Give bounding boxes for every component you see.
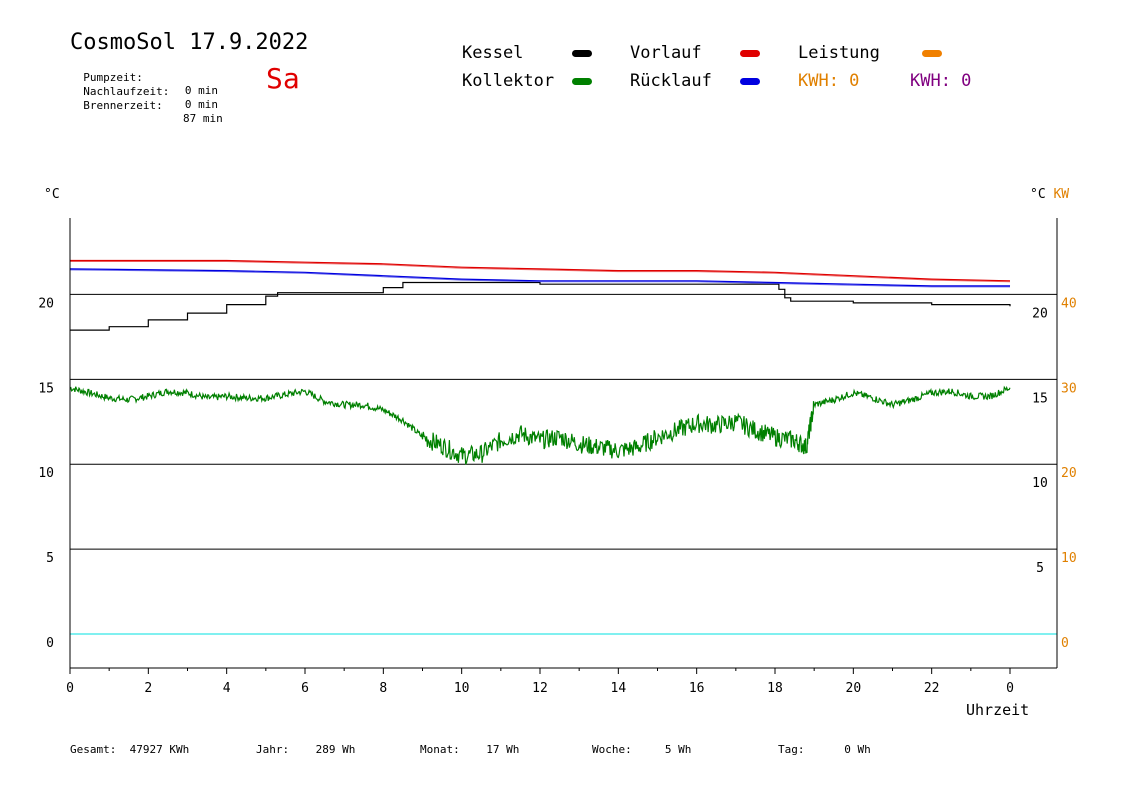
y-tick-label-left: 0 bbox=[46, 636, 54, 651]
kwh-orange-label: KWH: 0 bbox=[798, 71, 860, 91]
y-axis-left-unit: °C bbox=[44, 187, 60, 202]
footer-jahr: Jahr: 289 Wh bbox=[256, 743, 355, 756]
x-axis-label: Uhrzeit bbox=[966, 701, 1030, 719]
x-tick-label: 4 bbox=[223, 681, 231, 696]
footer-value: 289 Wh bbox=[315, 743, 356, 756]
series-kollektor bbox=[69, 385, 1011, 465]
legend-kollektor-swatch bbox=[572, 78, 592, 85]
x-tick-label: 16 bbox=[689, 681, 705, 696]
grid-lines bbox=[70, 293, 1057, 635]
series-kessel bbox=[70, 281, 1011, 331]
y-tick-label-kw: 40 bbox=[1061, 296, 1077, 311]
y-tick-label-kw: 20 bbox=[1061, 466, 1077, 481]
legend-leistung-swatch bbox=[922, 50, 942, 57]
x-tick-label: 8 bbox=[379, 681, 387, 696]
footer-value: 5 Wh bbox=[664, 743, 692, 756]
y-tick-label-right: 20 bbox=[1032, 306, 1048, 321]
y-tick-label-kw: 0 bbox=[1061, 636, 1069, 651]
x-tick-label: 20 bbox=[846, 681, 862, 696]
x-tick-label: 2 bbox=[144, 681, 152, 696]
series-overlay bbox=[70, 261, 1011, 283]
y-tick-label-left: 5 bbox=[46, 551, 54, 566]
legend-kessel-swatch bbox=[572, 50, 592, 57]
legend-kessel-label: Kessel bbox=[462, 43, 524, 63]
series-overlay bbox=[69, 269, 1010, 288]
y-tick-label-left: 15 bbox=[38, 381, 54, 396]
series-lines bbox=[69, 259, 1011, 635]
footer-value: 0 Wh bbox=[844, 743, 871, 756]
y-axis-kw-unit: KW bbox=[1053, 187, 1070, 202]
stat-value: 0 min bbox=[184, 98, 218, 111]
legend-vorlauf-label: Vorlauf bbox=[630, 43, 702, 63]
tick-labels: 0 2 4 6 8 10 12 14 16 18 20 22 0 0 5 10 15 20 5 10 15 20 0 10 20… bbox=[38, 296, 1076, 696]
x-tick-label: 6 bbox=[301, 681, 309, 696]
y-tick-label-kw: 10 bbox=[1061, 551, 1077, 566]
legend-ruecklauf-swatch bbox=[740, 78, 760, 85]
footer-value: 17 Wh bbox=[486, 743, 520, 756]
y-axis-right-units: °C KW bbox=[1030, 187, 1069, 202]
axes bbox=[69, 218, 1058, 674]
legend-vorlauf-swatch bbox=[740, 50, 760, 57]
kwh-purple-label: KWH: 0 bbox=[910, 71, 972, 91]
stat-nachlaufzeit: Nachlaufzeit: 0 min bbox=[70, 72, 218, 111]
footer-label: Gesamt: bbox=[70, 743, 117, 756]
footer-tag: Tag: 0 Wh bbox=[778, 743, 871, 756]
legend-ruecklauf-label: Rücklauf bbox=[630, 71, 712, 91]
footer-value: 47927 KWh bbox=[129, 743, 190, 756]
y-tick-label-right: 10 bbox=[1032, 476, 1048, 491]
x-tick-label: 12 bbox=[532, 681, 548, 696]
weekday-label: Sa bbox=[266, 62, 300, 95]
series-vorlauf bbox=[70, 259, 1011, 282]
footer-woche: Woche: 5 Wh bbox=[592, 743, 691, 756]
x-tick-label: 22 bbox=[924, 681, 940, 696]
stat-label: Brennerzeit: bbox=[83, 99, 163, 112]
chart-title: CosmoSol 17.9.2022 bbox=[70, 30, 309, 55]
x-tick-label: 18 bbox=[767, 681, 783, 696]
footer-label: Monat: bbox=[420, 743, 460, 756]
stat-pumpzeit: Pumpzeit: 0 min bbox=[70, 58, 218, 97]
y-axis-right-unit: °C bbox=[1030, 187, 1046, 202]
footer-gesamt: Gesamt: 47927 KWh bbox=[70, 743, 189, 756]
stat-value: 0 min bbox=[184, 84, 218, 97]
y-tick-label-left: 20 bbox=[38, 296, 54, 311]
y-tick-label-right: 5 bbox=[1036, 561, 1044, 576]
footer-monat: Monat: 17 Wh bbox=[420, 743, 519, 756]
x-tick-label: 10 bbox=[454, 681, 470, 696]
x-tick-label: 14 bbox=[611, 681, 627, 696]
x-tick-label: 0 bbox=[1006, 681, 1014, 696]
stat-label: Nachlaufzeit: bbox=[83, 85, 170, 98]
y-tick-label-right: 15 bbox=[1032, 391, 1048, 406]
series-rücklauf bbox=[69, 268, 1010, 287]
footer-label: Jahr: bbox=[256, 743, 290, 756]
legend-kollektor-label: Kollektor bbox=[462, 71, 555, 91]
stat-label: Pumpzeit: bbox=[83, 71, 143, 84]
footer-label: Tag: bbox=[778, 743, 805, 756]
legend-leistung-label: Leistung bbox=[798, 43, 880, 63]
footer-label: Woche: bbox=[592, 743, 632, 756]
stat-brennerzeit: Brennerzeit: 87 min bbox=[70, 86, 223, 125]
stat-value: 87 min bbox=[183, 112, 223, 125]
x-tick-label: 0 bbox=[66, 681, 74, 696]
y-tick-label-kw: 30 bbox=[1061, 381, 1077, 396]
y-tick-label-left: 10 bbox=[38, 466, 54, 481]
